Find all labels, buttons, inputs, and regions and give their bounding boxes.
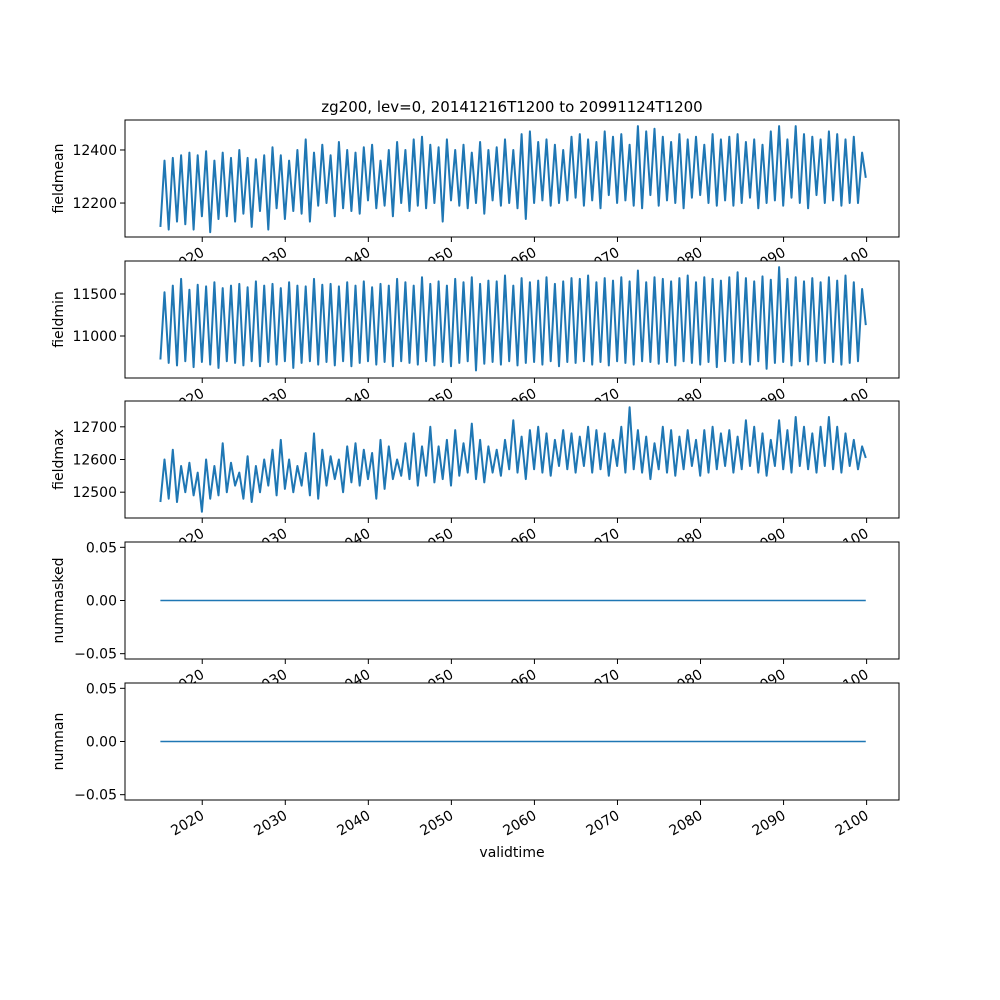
y-tick-label: 12700 (72, 420, 117, 436)
y-tick-label: 12500 (72, 485, 117, 501)
axes-frame (124, 260, 900, 379)
series-line-fieldmin (159, 266, 867, 372)
series-line-fieldmean (159, 125, 867, 234)
y-tick-label: 12400 (72, 143, 117, 159)
y-axis-label: fieldmean (51, 144, 67, 214)
y-axis-label: fieldmax (51, 429, 67, 490)
y-tick-label: 12200 (72, 196, 117, 212)
series-line-fieldmax (159, 406, 867, 513)
y-tick-label: 0.05 (86, 540, 117, 556)
y-tick-label: 0.00 (86, 594, 117, 610)
y-axis-label: nummasked (51, 557, 67, 643)
x-axis-label: validtime (479, 845, 544, 861)
chart-title: zg200, lev=0, 20141216T1200 to 20991124T… (321, 98, 702, 116)
y-tick-label: 11000 (72, 329, 117, 345)
axes-background (125, 401, 899, 518)
axes-frame (124, 119, 900, 238)
y-tick-label: −0.05 (74, 647, 117, 663)
y-tick-label: 0.00 (86, 735, 117, 751)
y-tick-label: 0.05 (86, 681, 117, 697)
y-tick-label: 12600 (72, 453, 117, 469)
y-axis-label: fieldmin (51, 291, 67, 348)
y-tick-label: −0.05 (74, 788, 117, 804)
y-axis-label: numnan (51, 713, 67, 771)
y-tick-label: 11500 (72, 287, 117, 303)
